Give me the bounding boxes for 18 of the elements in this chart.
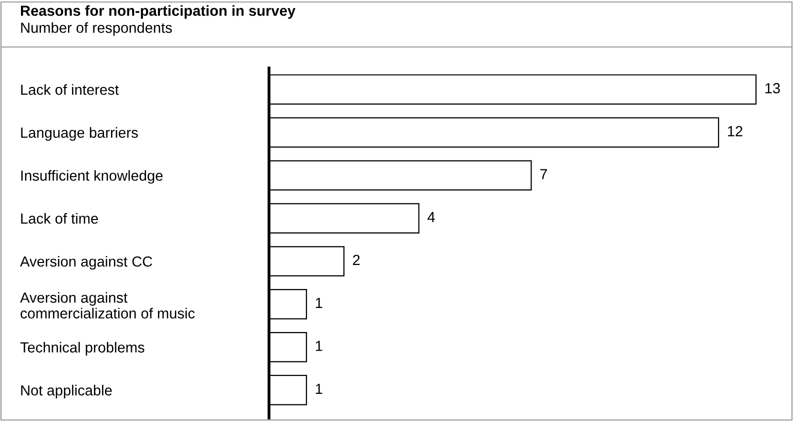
data-label: 4 bbox=[428, 212, 435, 222]
data-label: 1 bbox=[316, 298, 322, 308]
data-label: 1 bbox=[316, 340, 322, 351]
data-label: 2 bbox=[352, 254, 360, 266]
text: Number of respondents bbox=[21, 22, 172, 36]
data-label: 13 bbox=[765, 83, 780, 94]
chart-title: Reasons for non-participation in survey bbox=[20, 5, 296, 19]
data-label: 12 bbox=[728, 126, 742, 136]
y-tick-label: Insufficient knowledge bbox=[21, 170, 163, 184]
y-tick-label: Aversion against CC bbox=[20, 256, 152, 270]
y-tick-label: Language barriers bbox=[21, 127, 138, 141]
y-tick-label: Technical problems bbox=[20, 342, 144, 356]
y-tick-label: Lack of interest bbox=[21, 84, 119, 95]
y-tick-label: Lack of time bbox=[21, 213, 98, 224]
data-label: 1 bbox=[316, 384, 322, 394]
y-tick-label: Aversion against commercialization of music bbox=[20, 292, 195, 319]
data-label: 7 bbox=[540, 169, 547, 180]
y-tick-label: Not applicable bbox=[21, 384, 112, 398]
